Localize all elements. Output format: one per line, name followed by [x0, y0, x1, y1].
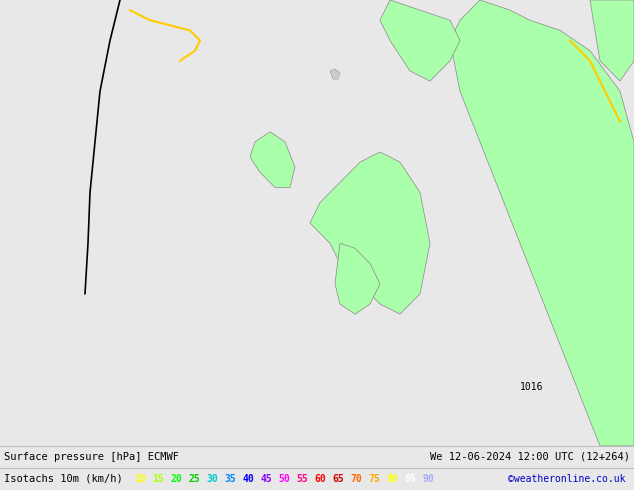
Text: 45: 45 [260, 474, 272, 484]
Polygon shape [335, 243, 380, 314]
Text: 50: 50 [278, 474, 290, 484]
Text: Surface pressure [hPa] ECMWF: Surface pressure [hPa] ECMWF [4, 452, 179, 462]
Polygon shape [380, 0, 460, 81]
Text: 55: 55 [296, 474, 308, 484]
Text: 40: 40 [242, 474, 254, 484]
Text: 90: 90 [422, 474, 434, 484]
Text: 75: 75 [368, 474, 380, 484]
Text: 80: 80 [386, 474, 398, 484]
Polygon shape [250, 132, 295, 188]
Text: ©weatheronline.co.uk: ©weatheronline.co.uk [508, 474, 626, 484]
Text: 70: 70 [350, 474, 362, 484]
Text: 15: 15 [152, 474, 164, 484]
Polygon shape [310, 152, 430, 314]
Text: 20: 20 [170, 474, 182, 484]
Text: 65: 65 [332, 474, 344, 484]
Text: 10: 10 [134, 474, 146, 484]
Text: 25: 25 [188, 474, 200, 484]
Polygon shape [590, 0, 634, 81]
Text: 30: 30 [206, 474, 218, 484]
Text: 85: 85 [404, 474, 416, 484]
Text: 35: 35 [224, 474, 236, 484]
Polygon shape [450, 0, 634, 446]
Polygon shape [330, 69, 340, 79]
Text: 60: 60 [314, 474, 326, 484]
Text: Isotachs 10m (km/h): Isotachs 10m (km/h) [4, 474, 123, 484]
Text: 1016: 1016 [520, 382, 543, 392]
Text: We 12-06-2024 12:00 UTC (12+264): We 12-06-2024 12:00 UTC (12+264) [430, 452, 630, 462]
